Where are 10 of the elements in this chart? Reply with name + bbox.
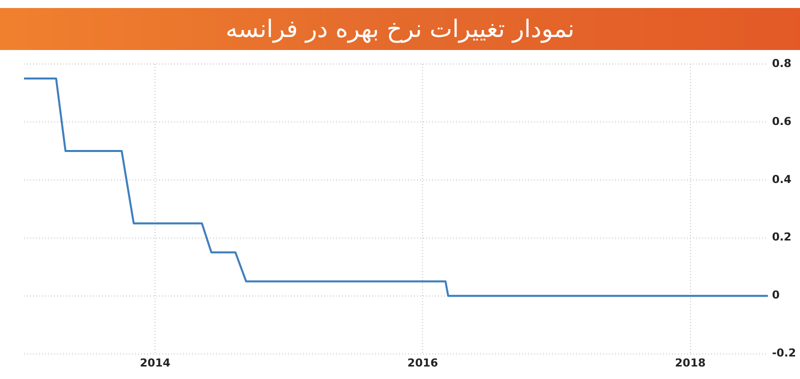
y-tick-label: 0.2 — [772, 230, 792, 244]
x-tick-label: 2018 — [675, 356, 706, 370]
y-tick-label: -0.2 — [772, 346, 796, 360]
y-tick-label: 0.8 — [772, 56, 792, 70]
y-tick-label: 0.4 — [772, 172, 792, 186]
y-tick-label: 0 — [772, 288, 780, 302]
x-tick-label: 2016 — [407, 356, 438, 370]
chart-title: نمودار تغییرات نرخ بهره در فرانسه — [0, 8, 800, 50]
x-tick-label: 2014 — [140, 356, 171, 370]
y-tick-label: 0.6 — [772, 114, 792, 128]
